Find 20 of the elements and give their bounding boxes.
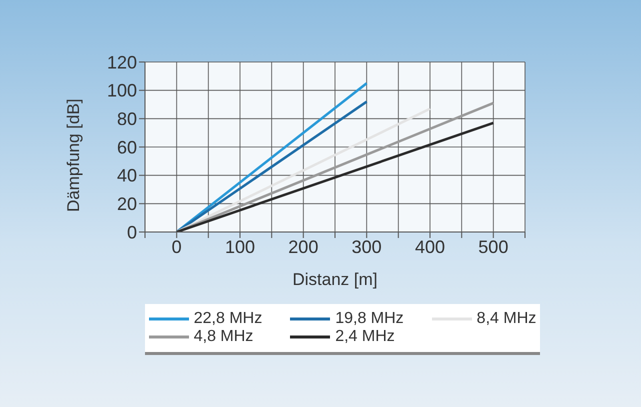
legend-label: 19,8 MHz	[335, 310, 404, 328]
x-tick-label: 100	[224, 236, 256, 257]
y-tick-label: 20	[116, 194, 137, 214]
legend-label: 4,8 MHz	[194, 328, 254, 346]
x-axis-title: Distanz [m]	[292, 270, 378, 289]
x-tick-label: 200	[288, 236, 318, 257]
y-axis-title: Dämpfung [dB]	[64, 98, 84, 212]
x-tick-label: 400	[414, 236, 446, 257]
y-tick-label: 80	[116, 109, 137, 130]
legend-label: 22,8 MHz	[194, 310, 262, 328]
y-tick-label: 100	[106, 80, 137, 101]
x-tick-label: 300	[352, 236, 382, 257]
x-tick-label: 0	[172, 236, 182, 257]
legend-label: 2,4 MHz	[335, 328, 395, 346]
legend-label: 8,4 MHz	[476, 310, 536, 328]
y-tick-label: 60	[116, 137, 137, 158]
y-tick-label: 0	[126, 222, 137, 242]
y-tick-label: 40	[116, 166, 137, 186]
x-tick-label: 500	[478, 236, 508, 257]
y-tick-label: 120	[106, 52, 137, 72]
